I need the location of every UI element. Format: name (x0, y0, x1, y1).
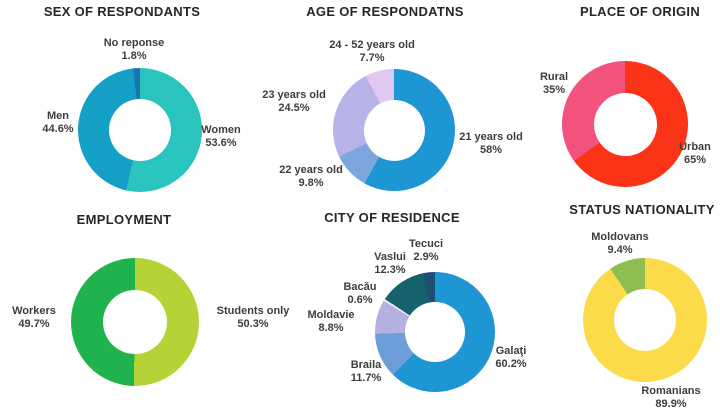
slice-value: 9.4% (607, 244, 633, 256)
slice-value: 35% (542, 84, 566, 96)
slice-name: Students only (216, 305, 290, 317)
slice-name: Braila (350, 359, 382, 371)
chart-title: CITY OF RESIDENCE (324, 210, 460, 225)
slice-value: 53.6% (205, 137, 237, 149)
label-no-reponse: No reponse 1.8% (104, 37, 165, 63)
slice-name: 24 - 52 years old (329, 39, 415, 51)
age-donut-chart (333, 69, 455, 191)
slice-name: Bacău (343, 281, 377, 293)
slice-name: Galaţi (495, 345, 527, 357)
slice-value: 44.6% (42, 123, 74, 135)
slice-value: 60.2% (495, 358, 527, 370)
label-romanians: Romanians 89.9% (641, 385, 700, 411)
chart-title: AGE OF RESPONDATNS (306, 4, 464, 19)
nationality-donut-chart (583, 258, 707, 382)
label-galati: Galaţi 60.2% (495, 345, 526, 371)
label-men: Men 44.6% (42, 110, 73, 136)
slice-name: Moldovans (591, 231, 649, 243)
slice-name: 22 years old (279, 164, 343, 176)
chart-title: SEX OF RESPONDANTS (43, 4, 201, 19)
slice-name: Women (201, 124, 241, 136)
employment-donut-chart (71, 258, 199, 386)
label-moldavie: Moldavie 8.8% (307, 309, 354, 335)
label-students-only: Students only 50.3% (217, 305, 290, 331)
sex-donut-chart (78, 68, 202, 192)
slice-name: No reponse (103, 37, 165, 49)
chart-title: EMPLOYMENT (76, 212, 172, 227)
slice-name: Men (46, 110, 69, 122)
label-23-years: 23 years old 24.5% (262, 89, 326, 115)
slice-value: 24.5% (278, 102, 310, 114)
slice-value: 58% (479, 144, 503, 156)
label-tecuci: Tecuci 2.9% (409, 238, 443, 264)
slice-value: 0.6% (347, 294, 373, 306)
label-workers: Workers 49.7% (12, 305, 56, 331)
slice-name: Moldavie (307, 309, 355, 321)
slice-value: 2.9% (413, 251, 439, 263)
slice-name: Tecuci (408, 238, 444, 250)
slice-value: 12.3% (374, 264, 406, 276)
label-22-years: 22 years old 9.8% (279, 164, 343, 190)
chart-title: PLACE OF ORIGIN (579, 4, 701, 19)
slice-name: Vaslui (374, 251, 406, 263)
label-24-52-years: 24 - 52 years old 7.7% (329, 39, 415, 65)
slice-value: 11.7% (350, 372, 382, 384)
label-rural: Rural 35% (540, 71, 568, 97)
slice-value: 89.9% (655, 398, 687, 410)
slice-value: 1.8% (121, 50, 147, 62)
slice-value: 8.8% (318, 322, 344, 334)
label-vaslui: Vaslui 12.3% (374, 251, 406, 277)
slice-name: Rural (539, 71, 569, 83)
slice-name: Workers (12, 305, 56, 317)
label-bacau: Bacău 0.6% (343, 281, 376, 307)
city-donut-chart (375, 272, 495, 392)
slice-name: Urban (679, 141, 711, 153)
label-braila: Braila 11.7% (351, 359, 382, 385)
slice-name: Romanians (641, 385, 701, 397)
slice-value: 7.7% (359, 52, 385, 64)
slice-value: 9.8% (298, 177, 324, 189)
label-21-years: 21 years old 58% (459, 131, 523, 157)
origin-donut-chart (562, 61, 688, 187)
label-moldovans: Moldovans 9.4% (591, 231, 648, 257)
slice-name: 21 years old (459, 131, 523, 143)
chart-title: STATUS NATIONALITY (569, 202, 715, 217)
slice-name: 23 years old (262, 89, 326, 101)
slice-value: 50.3% (237, 318, 269, 330)
slice-value: 65% (683, 154, 707, 166)
label-women: Women 53.6% (201, 124, 241, 150)
slice-value: 49.7% (18, 318, 50, 330)
label-urban: Urban 65% (679, 141, 711, 167)
